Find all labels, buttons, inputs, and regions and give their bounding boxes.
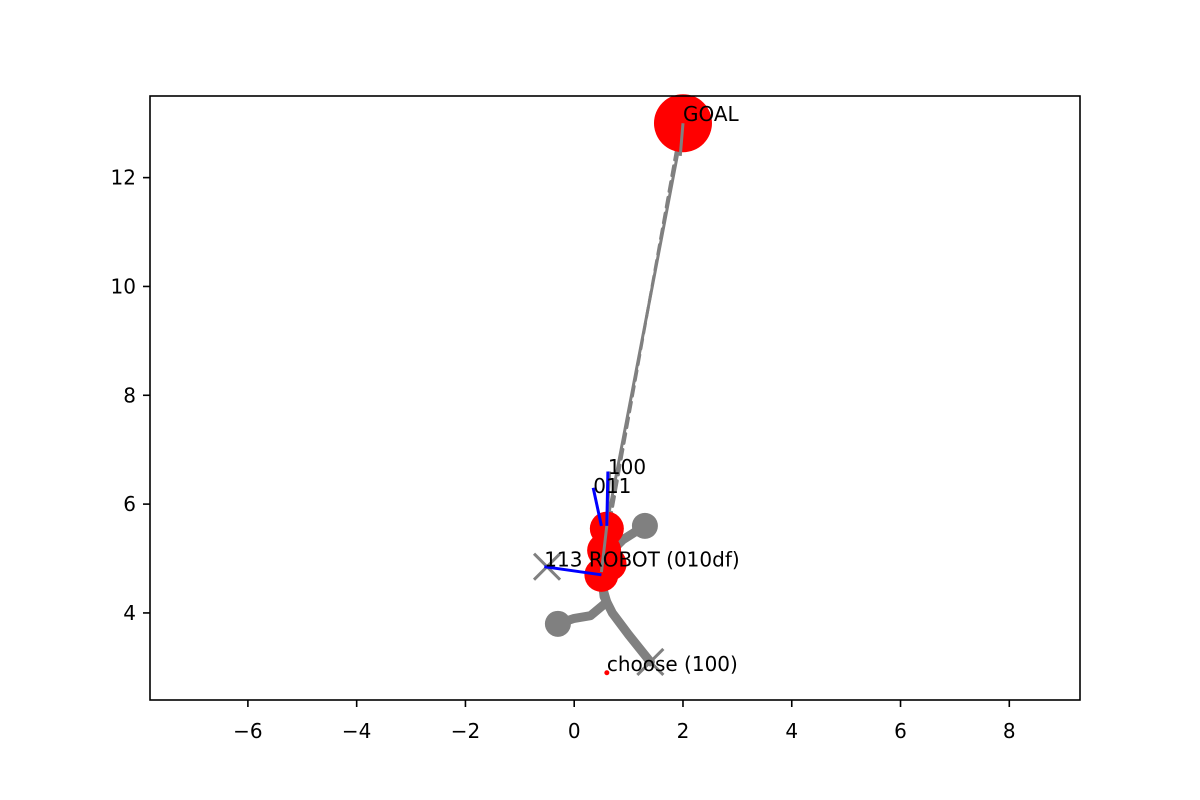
marker-layer — [544, 94, 712, 676]
path-end-dot — [631, 512, 658, 539]
annotation-label: 113 ROBOT (010df) — [544, 548, 739, 572]
robot-marker — [584, 557, 619, 592]
plot-frame — [149, 95, 1081, 701]
goal-path-line — [599, 127, 682, 571]
y-tick-label: 4 — [123, 601, 136, 625]
y-tick-label: 8 — [123, 383, 136, 407]
x-tick-label: −4 — [342, 719, 371, 743]
heading-line — [591, 487, 603, 527]
x-tick-label: 4 — [785, 719, 798, 743]
heading-line — [605, 471, 610, 526]
choose-point — [604, 670, 610, 676]
heading-line — [544, 565, 602, 577]
x-tick-label: 6 — [894, 719, 907, 743]
x-tick-label: −6 — [233, 719, 262, 743]
path-end-dot — [544, 610, 571, 637]
x-tick-label: 0 — [568, 719, 581, 743]
cross-marker — [636, 647, 665, 676]
y-tick-label: 6 — [123, 492, 136, 516]
annotation-label: 011 — [593, 474, 631, 498]
goal-label: GOAL — [683, 102, 740, 126]
x-tick-label: 8 — [1003, 719, 1016, 743]
annotation-label: 100 — [608, 455, 646, 479]
x-tick-label: −2 — [451, 719, 480, 743]
y-tick-label: 10 — [111, 274, 136, 298]
y-tick-label: 12 — [111, 166, 136, 190]
x-tick-label: 2 — [677, 719, 690, 743]
axes-layer: −6 −4 −2 0 2 4 6 8 4 6 8 10 12 — [111, 166, 1016, 743]
goal-path-line — [678, 123, 685, 156]
choose-label: choose (100) — [607, 652, 738, 676]
